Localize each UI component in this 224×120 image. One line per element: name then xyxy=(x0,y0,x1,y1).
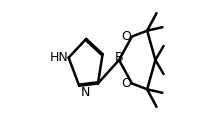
Text: N: N xyxy=(80,86,90,99)
Text: O: O xyxy=(121,77,131,90)
Text: B: B xyxy=(115,51,123,64)
Text: HN: HN xyxy=(49,51,68,64)
Text: O: O xyxy=(121,30,131,43)
